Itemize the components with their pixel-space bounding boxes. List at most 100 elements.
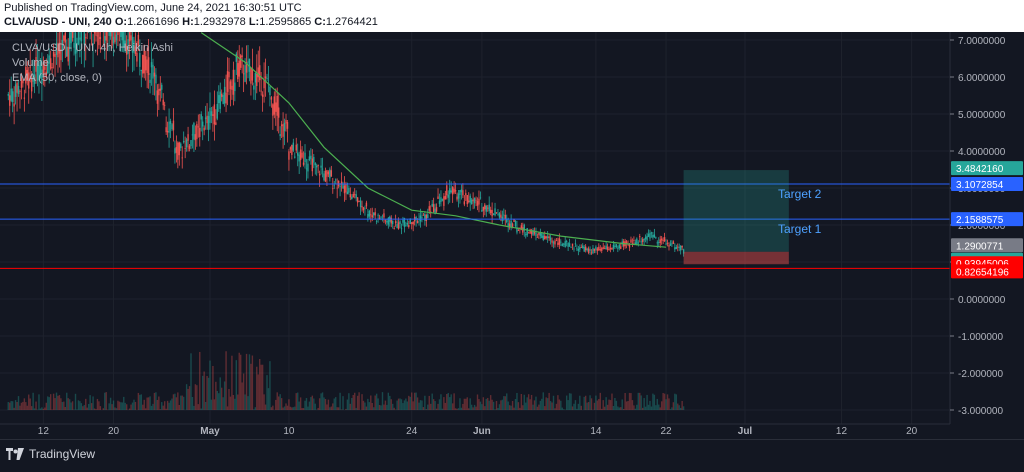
candle-body — [646, 236, 647, 240]
volume-bar — [467, 397, 468, 410]
volume-bar — [92, 396, 93, 410]
open-label: O: — [115, 16, 127, 28]
volume-bar — [117, 401, 118, 410]
candle-body — [570, 247, 571, 248]
volume-bar — [662, 393, 663, 410]
volume-bar — [256, 367, 257, 410]
candle-body — [518, 230, 519, 231]
legend-ema[interactable]: EMA (50, close, 0) — [12, 72, 102, 84]
volume-bar — [450, 394, 451, 410]
candle-body — [440, 197, 441, 202]
volume-bar — [15, 400, 16, 410]
candle-body — [594, 249, 595, 251]
volume-bar — [304, 401, 305, 410]
candle-body — [335, 180, 336, 181]
volume-bar — [43, 409, 44, 410]
volume-bar — [247, 396, 248, 410]
candle-body — [168, 122, 169, 133]
volume-bar — [22, 402, 23, 410]
volume-bar — [164, 401, 165, 410]
candle-body — [402, 220, 403, 223]
volume-bar — [660, 407, 661, 410]
volume-bar — [510, 406, 511, 410]
price-tick-label: 5.0000000 — [958, 110, 1006, 121]
volume-bar — [97, 399, 98, 410]
volume-bar — [151, 406, 152, 410]
candle-body — [651, 233, 652, 234]
candle-body — [100, 37, 101, 39]
volume-bar — [635, 409, 636, 410]
volume-bar — [262, 365, 263, 410]
candle-body — [228, 72, 229, 77]
volume-bar — [239, 353, 240, 410]
volume-bar — [491, 400, 492, 410]
volume-bar — [477, 394, 478, 410]
volume-bar — [543, 392, 544, 410]
volume-bar — [434, 401, 435, 410]
candle-body — [677, 247, 678, 248]
candle-body — [130, 35, 131, 40]
volume-bar — [224, 381, 225, 410]
volume-bar — [351, 398, 352, 410]
candle-body — [322, 169, 323, 170]
target-label: Target 1 — [778, 222, 822, 236]
volume-bar — [177, 392, 178, 410]
candle-body — [171, 124, 172, 129]
volume-bar — [589, 395, 590, 410]
volume-bar — [203, 371, 204, 410]
candle-body — [461, 189, 462, 192]
volume-bar — [364, 403, 365, 410]
legend-series[interactable]: CLVA/USD - UNI, 4h, Heikin Ashi — [12, 42, 173, 54]
volume-bar — [72, 401, 73, 410]
volume-bar — [11, 401, 12, 410]
tradingview-logo[interactable]: TradingView — [6, 447, 95, 461]
candle-body — [649, 233, 650, 239]
candle-body — [160, 89, 161, 91]
volume-bar — [152, 404, 153, 410]
volume-bar — [237, 395, 238, 410]
volume-bar — [357, 396, 358, 410]
candle-body — [142, 55, 143, 74]
volume-bar — [537, 407, 538, 410]
candle-body — [426, 215, 427, 221]
volume-bar — [462, 404, 463, 410]
volume-bar — [46, 403, 47, 410]
volume-bar — [532, 405, 533, 410]
candle-body — [319, 174, 320, 176]
candle-body — [297, 153, 298, 156]
volume-bar — [168, 403, 169, 410]
volume-bar — [192, 397, 193, 410]
volume-bar — [126, 404, 127, 410]
volume-bar — [449, 397, 450, 410]
time-tick-label: Jul — [738, 426, 753, 437]
volume-bar — [430, 404, 431, 410]
candle-body — [639, 236, 640, 237]
volume-bar — [654, 395, 655, 410]
candle-body — [543, 236, 544, 240]
candle-body — [633, 240, 634, 241]
candle-body — [553, 242, 554, 243]
candle-body — [541, 233, 542, 238]
volume-bar — [448, 393, 449, 410]
volume-bar — [380, 405, 381, 410]
volume-bar — [556, 404, 557, 410]
candle-body — [483, 207, 484, 211]
volume-bar — [350, 404, 351, 410]
candle-body — [244, 65, 245, 82]
volume-bar — [95, 409, 96, 410]
volume-bar — [313, 398, 314, 410]
volume-bar — [363, 401, 364, 410]
volume-bar — [608, 400, 609, 410]
candle-body — [234, 83, 235, 92]
time-tick-label: 24 — [406, 426, 418, 437]
candle-body — [230, 81, 231, 89]
volume-bar — [377, 398, 378, 410]
volume-bar — [284, 406, 285, 410]
candle-body — [455, 190, 456, 192]
legend-volume[interactable]: Volume — [12, 57, 49, 69]
volume-bar — [104, 393, 105, 410]
candle-body — [312, 159, 313, 172]
candle-body — [11, 89, 12, 101]
